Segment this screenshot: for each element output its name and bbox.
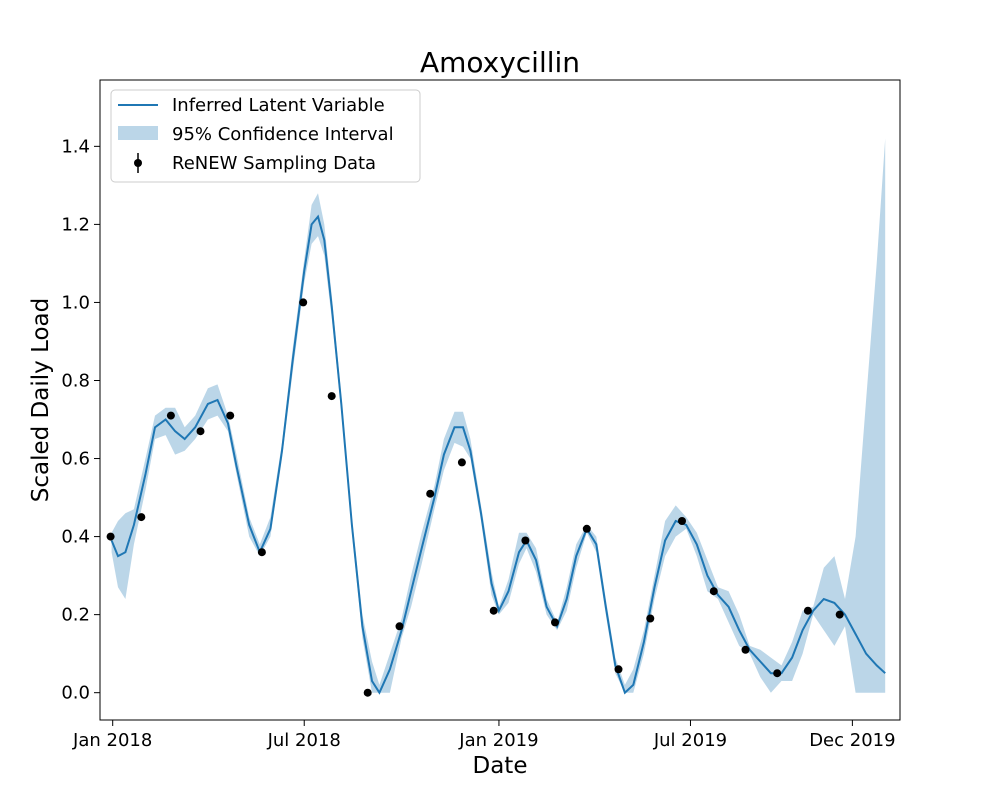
sample-point-15 (582, 524, 591, 533)
sample-point-5 (257, 548, 266, 557)
sample-point-2 (166, 411, 175, 420)
sample-point-17 (646, 614, 655, 623)
latent-variable-line (110, 214, 886, 695)
sample-point-13 (521, 536, 530, 545)
x-tick-label-2: Jan 2019 (458, 730, 538, 751)
legend-label-2: ReNEW Sampling Data (172, 153, 376, 174)
sample-point-11 (457, 458, 466, 467)
x-tick-label-4: Dec 2019 (809, 730, 895, 751)
legend-label-1: 95% Confidence Interval (172, 124, 394, 145)
legend-point-swatch (134, 159, 142, 167)
sample-point-1 (137, 513, 146, 522)
x-tick-label-3: Jul 2019 (653, 730, 727, 751)
y-tick-label-2: 0.4 (61, 527, 90, 548)
sample-point-14 (551, 618, 559, 627)
sample-point-23 (835, 610, 844, 619)
sample-point-9 (395, 622, 404, 631)
y-tick-label-6: 1.2 (61, 214, 90, 235)
y-tick-label-0: 0.0 (61, 683, 90, 704)
legend: Inferred Latent Variable 95% Confidence … (110, 89, 421, 183)
sample-point-19 (709, 587, 718, 596)
plot-frame (99, 79, 901, 721)
y-tick-label-7: 1.4 (61, 136, 90, 157)
sample-point-0 (106, 532, 115, 541)
sample-point-3 (196, 427, 205, 436)
plot-area (106, 138, 886, 697)
sample-point-8 (363, 688, 372, 697)
x-axis: Jan 2018 Jul 2018 Jan 2019 Jul 2019 Dec 2019 (72, 720, 896, 751)
y-axis: 0.0 0.2 0.4 0.6 0.8 1.0 1.2 1.4 (61, 136, 100, 704)
sample-point-7 (327, 392, 336, 401)
chart-title: Amoxycillin (420, 46, 580, 79)
y-tick-label-3: 0.6 (61, 449, 90, 470)
confidence-band (111, 138, 886, 693)
sample-point-21 (773, 669, 782, 678)
sample-point-10 (426, 489, 435, 498)
y-tick-label-5: 1.0 (61, 292, 90, 313)
legend-box (110, 89, 421, 183)
sample-point-20 (741, 645, 750, 654)
y-tick-label-4: 0.8 (61, 370, 90, 391)
sample-point-12 (489, 606, 498, 615)
sample-point-16 (614, 665, 623, 674)
legend-label-0: Inferred Latent Variable (172, 95, 385, 116)
x-tick-label-1: Jul 2018 (267, 730, 341, 751)
sample-point-6 (299, 298, 308, 307)
y-tick-label-1: 0.2 (61, 605, 90, 626)
sample-point-18 (678, 517, 686, 525)
x-axis-label: Date (473, 753, 528, 779)
sample-point-22 (803, 606, 812, 615)
x-tick-label-0: Jan 2018 (72, 730, 152, 751)
y-axis-label: Scaled Daily Load (28, 298, 54, 502)
legend-band-swatch (118, 126, 158, 140)
sample-point-4 (226, 411, 235, 420)
